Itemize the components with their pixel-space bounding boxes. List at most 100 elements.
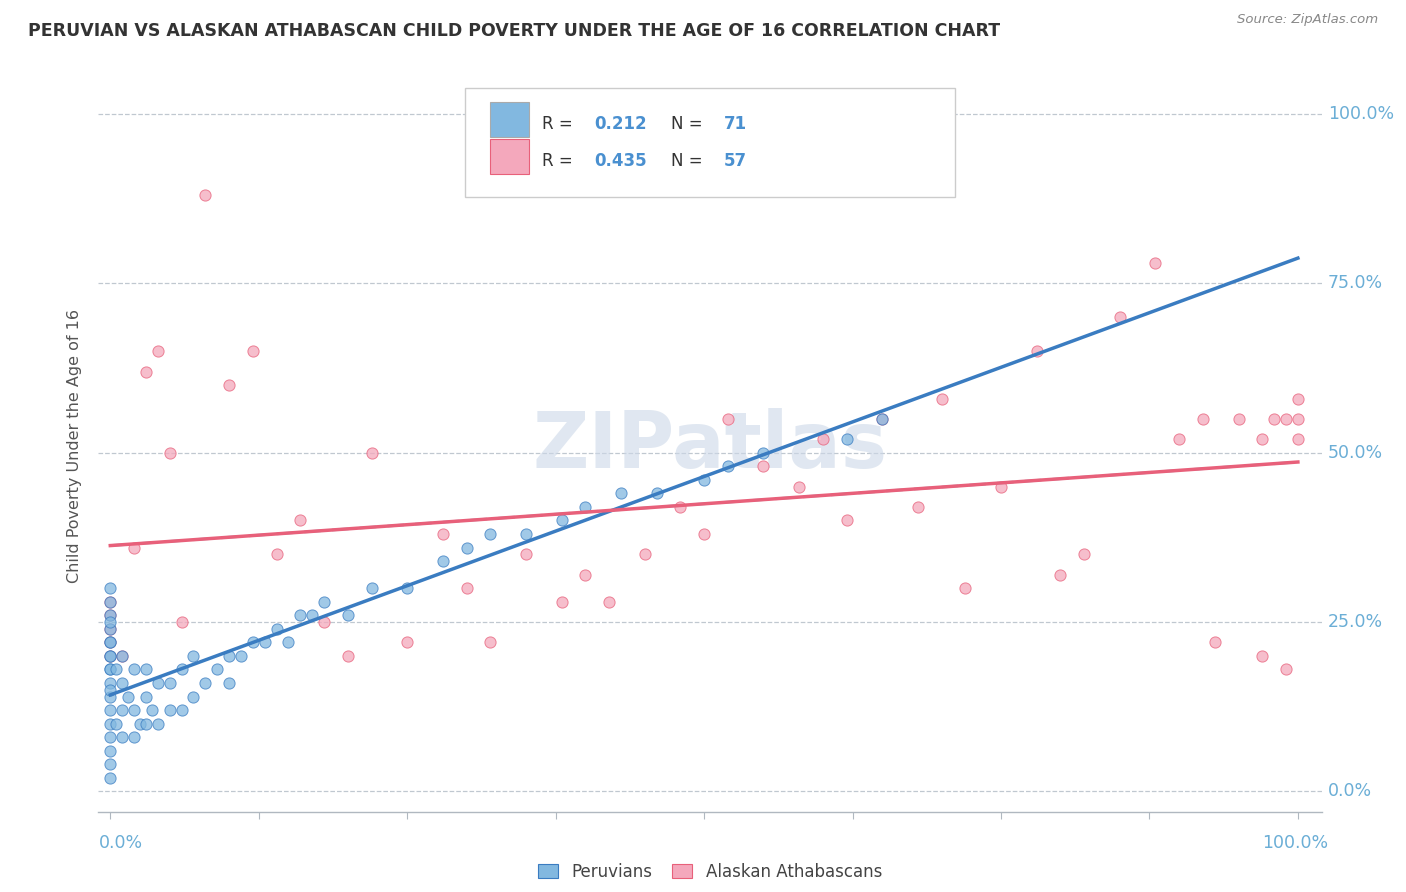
- Point: [515, 547, 537, 561]
- Point: [242, 344, 264, 359]
- Point: [117, 690, 139, 704]
- Point: [242, 635, 264, 649]
- Point: [693, 527, 716, 541]
- Point: [456, 581, 478, 595]
- Point: [693, 473, 716, 487]
- Text: PERUVIAN VS ALASKAN ATHABASCAN CHILD POVERTY UNDER THE AGE OF 16 CORRELATION CHA: PERUVIAN VS ALASKAN ATHABASCAN CHILD POV…: [28, 22, 1000, 40]
- Point: [146, 344, 169, 359]
- Point: [574, 567, 596, 582]
- Point: [135, 716, 157, 731]
- Text: 0.0%: 0.0%: [98, 834, 142, 852]
- Point: [98, 595, 121, 609]
- Point: [669, 500, 692, 514]
- Point: [1192, 412, 1215, 426]
- Point: [170, 663, 193, 677]
- Point: [1286, 392, 1309, 406]
- Point: [111, 703, 134, 717]
- Y-axis label: Child Poverty Under the Age of 16: Child Poverty Under the Age of 16: [67, 309, 83, 583]
- Point: [98, 622, 121, 636]
- Text: 0.435: 0.435: [593, 152, 647, 169]
- Point: [1286, 432, 1309, 446]
- Point: [277, 635, 299, 649]
- Point: [396, 581, 419, 595]
- Text: 0.212: 0.212: [593, 115, 647, 133]
- Point: [98, 690, 121, 704]
- Point: [98, 648, 121, 663]
- Point: [111, 676, 134, 690]
- Text: N =: N =: [671, 115, 707, 133]
- Point: [290, 608, 312, 623]
- Point: [135, 663, 157, 677]
- Text: 100.0%: 100.0%: [1327, 105, 1393, 123]
- Point: [1275, 412, 1298, 426]
- Point: [105, 663, 128, 677]
- Point: [218, 648, 240, 663]
- Point: [1286, 412, 1309, 426]
- Point: [266, 547, 288, 561]
- Point: [752, 459, 775, 474]
- Text: 75.0%: 75.0%: [1327, 275, 1384, 293]
- Point: [290, 514, 312, 528]
- Text: 57: 57: [724, 152, 747, 169]
- Point: [717, 459, 740, 474]
- Point: [432, 554, 454, 568]
- Point: [98, 663, 121, 677]
- Point: [312, 595, 335, 609]
- Point: [98, 744, 121, 758]
- Point: [1144, 256, 1167, 270]
- Point: [129, 716, 152, 731]
- Point: [1049, 567, 1071, 582]
- Point: [98, 581, 121, 595]
- Point: [432, 527, 454, 541]
- Point: [870, 412, 893, 426]
- Point: [574, 500, 596, 514]
- Point: [312, 615, 335, 629]
- Point: [645, 486, 668, 500]
- Point: [98, 716, 121, 731]
- Point: [336, 608, 359, 623]
- Point: [194, 676, 217, 690]
- Point: [111, 648, 134, 663]
- Point: [634, 547, 657, 561]
- Point: [835, 514, 858, 528]
- Point: [98, 648, 121, 663]
- Point: [98, 703, 121, 717]
- Point: [98, 676, 121, 690]
- Point: [141, 703, 163, 717]
- Point: [111, 730, 134, 744]
- Point: [218, 378, 240, 392]
- Point: [122, 703, 145, 717]
- Point: [105, 716, 128, 731]
- Point: [98, 635, 121, 649]
- Point: [479, 635, 502, 649]
- Text: N =: N =: [671, 152, 707, 169]
- FancyBboxPatch shape: [489, 139, 529, 174]
- Point: [1025, 344, 1047, 359]
- Point: [907, 500, 929, 514]
- Point: [1263, 412, 1285, 426]
- Point: [122, 663, 145, 677]
- Point: [229, 648, 252, 663]
- Point: [456, 541, 478, 555]
- Point: [1275, 663, 1298, 677]
- Point: [170, 703, 193, 717]
- Text: Source: ZipAtlas.com: Source: ZipAtlas.com: [1237, 13, 1378, 27]
- Point: [170, 615, 193, 629]
- Point: [111, 648, 134, 663]
- Text: 50.0%: 50.0%: [1327, 444, 1384, 462]
- Point: [98, 595, 121, 609]
- Point: [1168, 432, 1191, 446]
- Point: [550, 514, 572, 528]
- Point: [253, 635, 276, 649]
- Point: [990, 480, 1012, 494]
- Point: [98, 608, 121, 623]
- Text: 71: 71: [724, 115, 747, 133]
- Point: [266, 622, 288, 636]
- Point: [183, 648, 205, 663]
- Point: [98, 730, 121, 744]
- Text: 0.0%: 0.0%: [1327, 782, 1372, 800]
- Point: [159, 676, 181, 690]
- FancyBboxPatch shape: [465, 87, 955, 197]
- Point: [1204, 635, 1226, 649]
- Point: [98, 663, 121, 677]
